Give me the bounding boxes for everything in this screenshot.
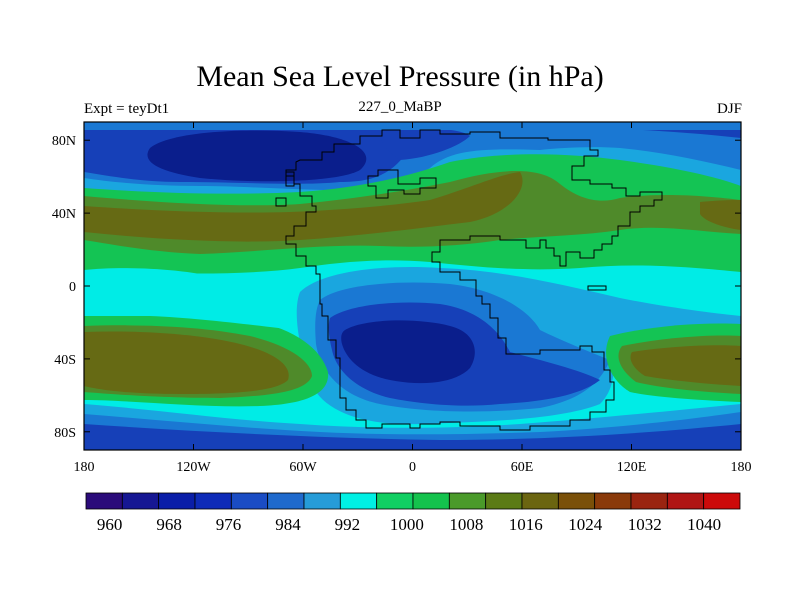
north-brown-core xyxy=(84,172,523,242)
lat-tick-label: 40N xyxy=(52,207,76,222)
longitude-ticks: 180 120W 60W 0 60E 120E 180 xyxy=(74,122,752,475)
south-polar-low xyxy=(84,424,741,450)
colorbar-swatch xyxy=(448,492,487,510)
colorbar-swatch xyxy=(158,492,196,510)
north-pacific-deep-low xyxy=(147,130,367,182)
northern-island-outline xyxy=(285,171,295,187)
colorbar-swatch xyxy=(594,492,632,510)
experiment-label: Expt = teyDt1 xyxy=(84,101,170,117)
colorbar-swatch xyxy=(557,492,596,510)
pressure-field xyxy=(84,122,741,450)
colorbar-swatch xyxy=(303,492,341,510)
lon-tick-label: 0 xyxy=(409,460,416,475)
lon-tick-label: 120E xyxy=(617,460,647,475)
colorbar-label: 976 xyxy=(216,515,242,534)
colorbar-label: 960 xyxy=(97,515,123,534)
colorbar-swatch xyxy=(85,492,123,510)
colorbar-swatch xyxy=(339,492,378,510)
continent-outline xyxy=(285,129,663,431)
lat-tick-label: 80S xyxy=(54,426,76,441)
south-east-brown xyxy=(630,345,741,386)
colorbar-swatch xyxy=(376,492,414,510)
colorbar-swatch xyxy=(194,492,232,510)
colorbar-label: 968 xyxy=(156,515,182,534)
colorbar-swatch xyxy=(630,492,668,510)
colorbar-swatch xyxy=(412,492,450,510)
colorbar-swatch xyxy=(121,492,160,510)
east-brown-core xyxy=(700,200,741,230)
lon-tick-label: 180 xyxy=(74,460,95,475)
colorbar-label: 1008 xyxy=(449,515,483,534)
colorbar-label: 1016 xyxy=(509,515,543,534)
north-secondary-low xyxy=(379,128,470,160)
lon-tick-label: 120W xyxy=(176,460,211,475)
lat-tick-label: 40S xyxy=(54,353,76,368)
colorbar-label: 1040 xyxy=(687,515,721,534)
tethys-island-outline xyxy=(587,285,607,291)
colorbar-swatch xyxy=(703,492,741,510)
inner-sea-outline xyxy=(367,169,437,199)
lon-tick-label: 60W xyxy=(289,460,317,475)
colorbar-label: 992 xyxy=(335,515,361,534)
colorbar-label: 984 xyxy=(275,515,301,534)
season-label: DJF xyxy=(716,101,742,117)
colorbar-swatch xyxy=(521,492,559,510)
lon-tick-label: 180 xyxy=(731,460,752,475)
south-deep-low xyxy=(341,320,475,384)
west-pacific-cyan xyxy=(84,297,297,330)
colorbar-label: 1024 xyxy=(568,515,603,534)
colorbar-label: 1000 xyxy=(390,515,424,534)
arctic-island-outline xyxy=(275,197,287,207)
lat-tick-label: 80N xyxy=(52,134,76,149)
colorbar: 960 968 976 984 992 1000 1008 1016 1024 1032 1040 xyxy=(85,492,741,534)
colorbar-label: 1032 xyxy=(628,515,662,534)
lon-tick-label: 60E xyxy=(511,460,534,475)
time-period-label: 227_0_MaBP xyxy=(358,99,442,115)
colorbar-swatch xyxy=(666,492,705,510)
colorbar-swatch xyxy=(485,492,523,510)
south-west-brown xyxy=(84,331,289,394)
colorbar-swatch xyxy=(230,492,269,510)
latitude-ticks: 80N 40N 0 40S 80S xyxy=(52,134,741,441)
colorbar-swatch xyxy=(267,492,305,510)
lat-tick-label: 0 xyxy=(69,280,76,295)
map-title: Mean Sea Level Pressure (in hPa) xyxy=(196,60,604,93)
